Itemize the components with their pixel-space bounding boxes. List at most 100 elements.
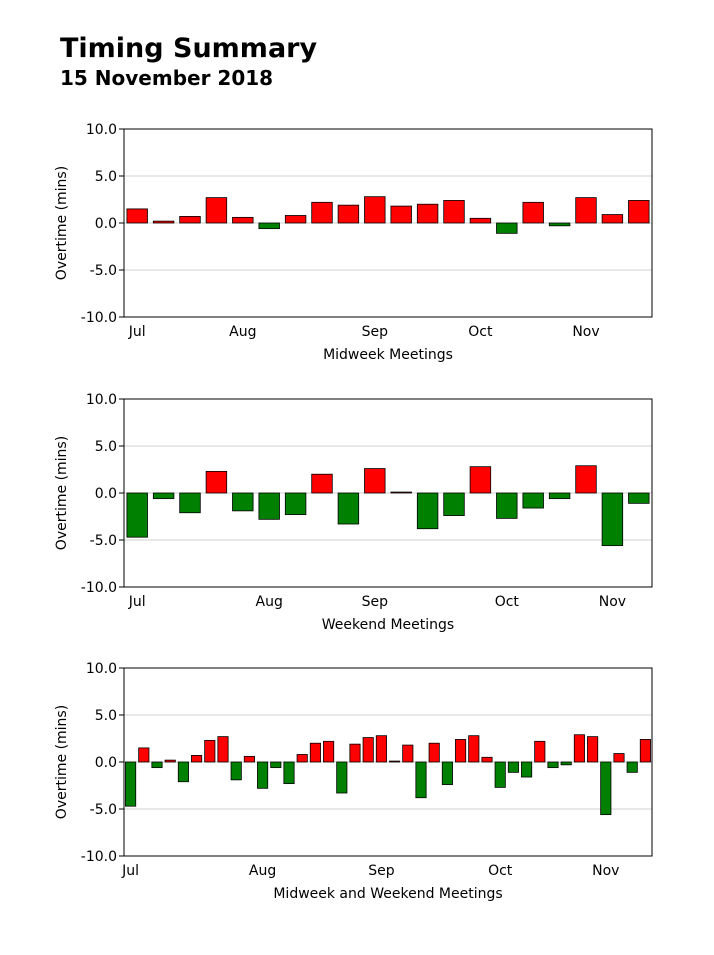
y-tick-label: 0.0: [95, 755, 117, 771]
bar: [507, 761, 519, 773]
bar: [152, 492, 175, 500]
bar: [375, 735, 387, 763]
bar: [547, 761, 559, 769]
bar: [600, 761, 612, 816]
bar: [415, 761, 427, 799]
bar: [257, 761, 269, 789]
bar: [587, 736, 599, 763]
x-tick-label: Aug: [249, 863, 276, 879]
bar: [601, 214, 624, 224]
bar: [177, 761, 189, 783]
y-tick-label: 0.0: [95, 486, 117, 502]
y-tick-label: 5.0: [95, 439, 117, 455]
bar: [521, 761, 533, 778]
x-tick-label: Sep: [362, 324, 389, 340]
bar: [284, 492, 307, 516]
plot-frame: [123, 128, 653, 318]
x-axis-label: Weekend Meetings: [322, 617, 454, 633]
y-tick-label: 10.0: [86, 122, 117, 138]
bar: [230, 761, 242, 781]
bar: [311, 473, 333, 494]
plot-frame: [123, 398, 653, 588]
bar: [560, 761, 572, 766]
bar: [548, 492, 571, 500]
bar: [232, 492, 254, 512]
plot-frame: [123, 667, 653, 857]
x-tick-label: Oct: [495, 594, 520, 610]
bar: [522, 492, 544, 509]
bar: [126, 492, 148, 538]
bar: [443, 200, 465, 224]
bar: [469, 217, 492, 224]
page-title: Timing Summary: [60, 33, 318, 64]
y-axis-label: Overtime (mins): [54, 436, 70, 550]
bar: [389, 760, 401, 763]
bar: [311, 201, 333, 224]
x-tick-label: Nov: [592, 863, 619, 879]
y-tick-label: 10.0: [86, 392, 117, 408]
bar: [309, 742, 321, 763]
bar: [138, 747, 150, 763]
bar: [455, 739, 467, 763]
bar: [575, 465, 597, 494]
x-tick-label: Sep: [362, 594, 389, 610]
bar: [468, 735, 480, 763]
bar: [364, 196, 386, 224]
bar: [126, 208, 148, 224]
bar: [364, 468, 386, 494]
bar: [628, 200, 650, 224]
y-tick-label: 5.0: [95, 708, 117, 724]
bar: [428, 742, 440, 763]
bar: [390, 491, 412, 494]
x-tick-label: Oct: [468, 324, 493, 340]
midweek-chart: 10.0 5.0 0.0 -5.0 -10.0 Jul Aug Sep Oct Nov Midwee…: [54, 122, 653, 363]
bar: [443, 492, 465, 516]
y-tick-label: -5.0: [90, 802, 117, 818]
bar: [548, 222, 571, 227]
bar: [628, 492, 650, 504]
bar: [441, 761, 453, 785]
bar: [205, 470, 228, 494]
bar: [191, 755, 203, 763]
x-tick-label: Jul: [128, 324, 146, 340]
bar: [469, 466, 492, 494]
bar: [258, 492, 280, 520]
bar: [639, 739, 651, 763]
y-axis-label: Overtime (mins): [54, 166, 70, 280]
y-tick-label: -5.0: [90, 263, 117, 279]
bar: [416, 492, 439, 530]
x-tick-label: Nov: [599, 594, 626, 610]
bar: [402, 744, 414, 763]
y-tick-label: -10.0: [81, 580, 117, 596]
x-axis-label: Midweek and Weekend Meetings: [273, 886, 502, 902]
bar: [258, 222, 280, 230]
bar: [362, 737, 374, 763]
bar: [152, 220, 175, 224]
x-tick-label: Sep: [368, 863, 395, 879]
weekend-chart: 10.0 5.0 0.0 -5.0 -10.0 Jul Aug Sep Oct Nov Weeken…: [54, 392, 653, 633]
bar: [494, 761, 506, 788]
bar: [390, 205, 412, 224]
y-tick-label: -10.0: [81, 849, 117, 865]
bar: [349, 743, 361, 763]
bar: [337, 492, 360, 525]
bar: [336, 761, 348, 794]
bar: [613, 753, 625, 763]
bar: [534, 740, 546, 763]
bar: [151, 761, 163, 769]
bar: [573, 734, 585, 763]
bar: [296, 754, 308, 763]
y-tick-label: -5.0: [90, 533, 117, 549]
bar: [337, 204, 360, 224]
bar: [496, 222, 518, 234]
x-axis-label: Midweek Meetings: [323, 347, 453, 363]
bar: [204, 739, 216, 763]
bar: [270, 761, 282, 769]
bar: [179, 492, 201, 514]
x-tick-label: Jul: [128, 594, 146, 610]
y-tick-label: -10.0: [81, 310, 117, 326]
bar: [232, 216, 254, 224]
bar: [283, 761, 295, 785]
bar: [626, 761, 638, 773]
